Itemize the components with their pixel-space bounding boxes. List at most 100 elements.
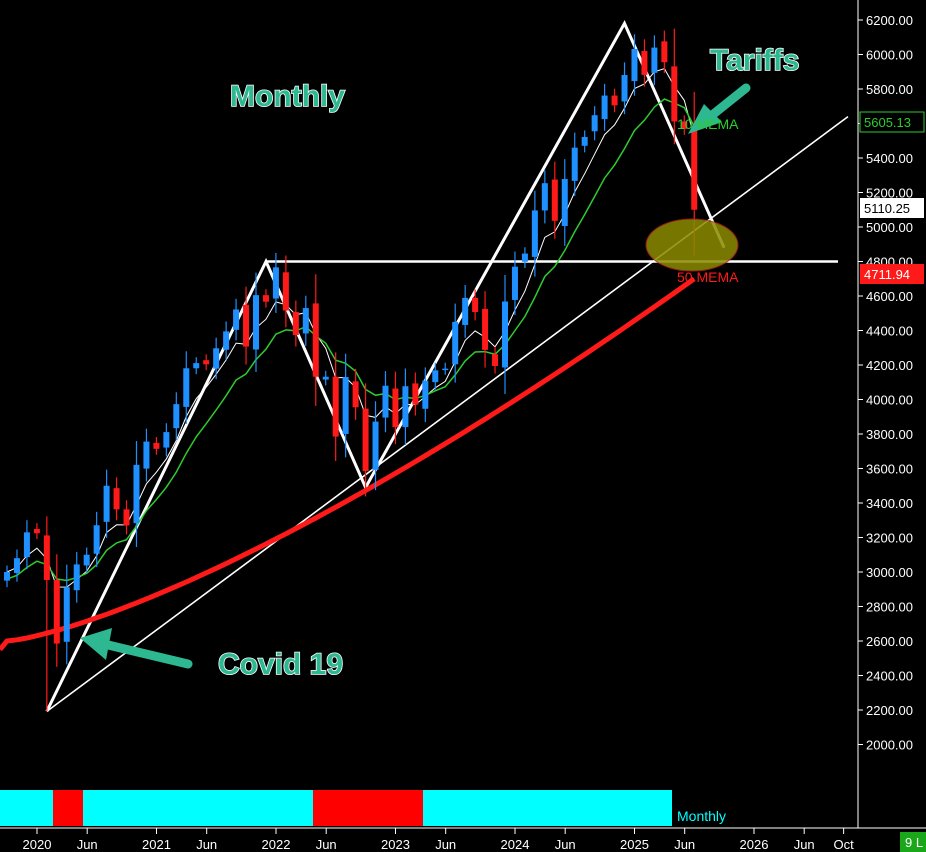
candle-body (392, 388, 399, 428)
regime-segment (0, 790, 53, 826)
mema50-price-box (860, 264, 924, 284)
y-tick-label: 6200.00 (866, 13, 913, 28)
candle-body (13, 558, 20, 574)
regime-segment (83, 790, 313, 826)
candle-body (4, 572, 10, 581)
candle-body (482, 308, 489, 350)
tariffs-arrow-head (688, 104, 722, 134)
candle-body (591, 115, 598, 132)
candle-body (621, 75, 628, 102)
annotation-tariffs: Tariffs (710, 44, 799, 77)
regime-segment (313, 790, 423, 826)
annotation-title: Monthly (230, 80, 345, 113)
candle-body (203, 360, 210, 365)
candle-body (272, 267, 279, 299)
mema50-line (0, 276, 696, 652)
x-tick-label: Jun (555, 837, 576, 852)
regime-segment (53, 790, 83, 826)
candle-body (671, 66, 678, 122)
candle-body (262, 295, 269, 302)
candle-body (253, 295, 259, 350)
y-tick-label: 2200.00 (866, 703, 913, 718)
candle-body (93, 525, 100, 554)
regime-segment (423, 790, 672, 826)
mema50-label: 50 MEMA (677, 269, 739, 285)
y-tick-label: 3000.00 (866, 565, 913, 580)
y-tick-label: 2800.00 (866, 600, 913, 615)
candle-body (641, 51, 648, 75)
candle-body (123, 509, 130, 526)
x-axis-ticks: 2020 Jun 2021 Jun 2022 Jun 2023 Jun 2024 Jun 2025 J… (23, 828, 855, 852)
candle-body (492, 354, 499, 367)
candle-body (53, 579, 60, 644)
mema10-price-value: 5605.13 (864, 115, 911, 130)
x-tick-label: Jun (674, 837, 695, 852)
overlays (80, 83, 751, 669)
candle-body (43, 535, 50, 580)
candle-body (362, 408, 369, 472)
candle-body (342, 377, 349, 434)
y-tick-label: 4200.00 (866, 358, 913, 373)
x-tick-label: 2021 (142, 837, 171, 852)
candle-body (541, 183, 548, 211)
x-tick-label: 2020 (23, 837, 52, 852)
x-tick-label: 2023 (381, 837, 410, 852)
moving-averages (0, 67, 696, 652)
candle-body (571, 147, 578, 181)
candle-body (581, 136, 588, 146)
x-tick-label: 2024 (501, 837, 530, 852)
candle-body (402, 386, 409, 428)
x-tick-label: Jun (77, 837, 98, 852)
y-tick-label: 2600.00 (866, 634, 913, 649)
y-tick-label: 2000.00 (866, 738, 913, 753)
covid-arrow-head (80, 628, 112, 660)
candle-body (452, 321, 459, 365)
candle-body (352, 381, 359, 408)
indicator-label: Monthly (677, 808, 726, 824)
y-tick-label: 5800.00 (866, 82, 913, 97)
candle-body (422, 380, 429, 409)
y-tick-label: 3600.00 (866, 462, 913, 477)
candle-body (113, 488, 120, 510)
candle-body (442, 368, 449, 371)
candle-body (511, 266, 518, 300)
mema10-price-box (859, 111, 925, 133)
y-tick-label: 2400.00 (866, 669, 913, 684)
candle-body (322, 376, 329, 380)
candle-body (561, 179, 568, 227)
candle-body (193, 363, 200, 369)
candle-body (282, 272, 289, 311)
corner-badge (900, 832, 926, 852)
candle-body (183, 368, 190, 407)
candle-body (173, 404, 180, 429)
candle-body (223, 331, 230, 350)
candle-body (292, 312, 299, 335)
ema-fast-line (6, 67, 695, 588)
candle-body (23, 532, 30, 558)
candle-body (502, 301, 508, 368)
y-tick-label: 3400.00 (866, 496, 913, 511)
covid-arrow-shaft (99, 639, 193, 669)
mema10-line (6, 98, 695, 582)
x-tick-label: Jun (435, 837, 456, 852)
current-price-box (860, 198, 924, 218)
candle-body (631, 48, 638, 82)
candles (4, 28, 698, 712)
y-tick-label: 5200.00 (866, 186, 913, 201)
candle-body (412, 383, 419, 405)
support-zone-ellipse (645, 218, 739, 272)
candle-body (63, 587, 70, 642)
candle-body (551, 179, 558, 221)
x-tick-label: Jun (316, 837, 337, 852)
candle-body (521, 253, 528, 262)
x-tick-label: Oct (834, 837, 855, 852)
candle-body (312, 303, 319, 377)
x-tick-label: 2026 (740, 837, 769, 852)
y-tick-label: 4600.00 (866, 289, 913, 304)
candle-body (243, 304, 250, 347)
mema10-label: 10 MEMA (677, 116, 739, 132)
candle-body (382, 385, 389, 418)
candle-body (33, 528, 40, 534)
candle-body (103, 485, 110, 522)
